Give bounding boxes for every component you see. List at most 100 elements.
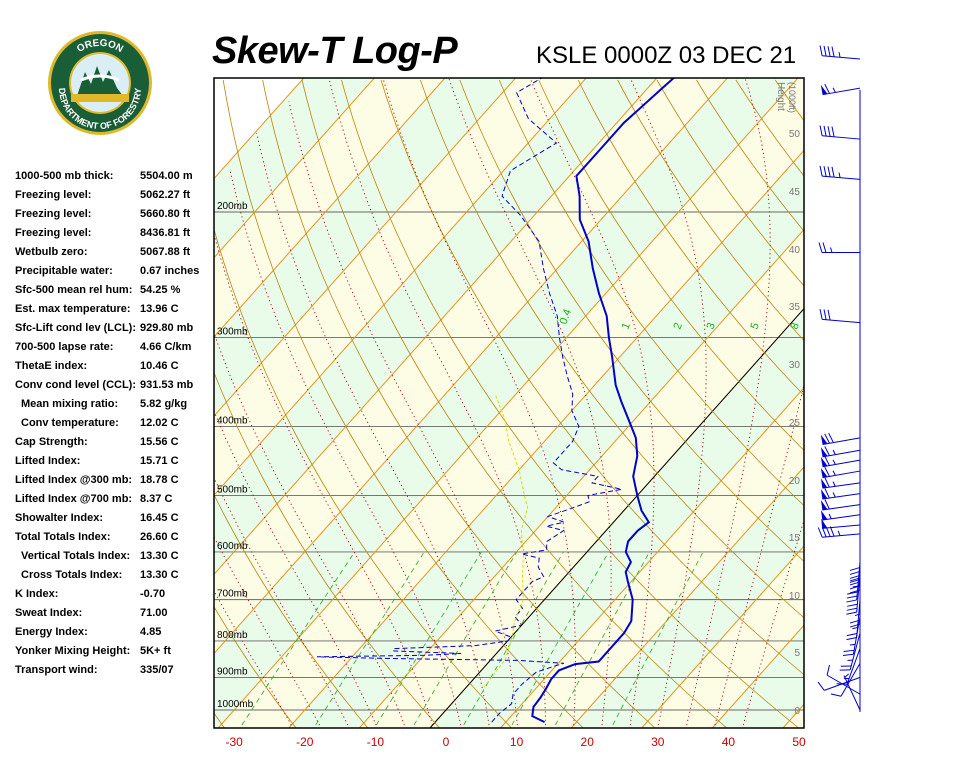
wind-barb-flag <box>819 309 823 320</box>
moist-adiabat-line <box>448 78 612 726</box>
wind-barb-flag <box>827 166 831 177</box>
wind-barb-shaft <box>840 663 861 697</box>
wind-barb <box>819 45 861 60</box>
wind-barb-pennant <box>820 447 828 457</box>
stat-label: Wetbulb zero: <box>15 246 88 258</box>
dry-adiabat-line <box>0 80 152 728</box>
wind-barb-half-flag <box>849 643 856 646</box>
wind-barb <box>820 488 861 500</box>
stat-value: 929.80 mb <box>140 322 194 334</box>
wind-barb-half-flag <box>828 513 832 519</box>
height-tick-label: 20 <box>789 476 801 487</box>
x-tick-label: 30 <box>651 735 665 749</box>
temperature-profile-line <box>531 78 676 723</box>
wind-barb-flag <box>846 607 858 611</box>
wind-barb-flag <box>819 165 823 177</box>
wind-barb-flag <box>824 83 830 94</box>
station-time-subtitle: KSLE 0000Z 03 DEC 21 <box>536 42 797 69</box>
stat-label: Cap Strength: <box>15 436 88 448</box>
mixing-ratio-label: 2 <box>672 321 685 331</box>
height-tick-label: 0 <box>794 706 800 717</box>
dry-adiabat-line <box>538 79 804 451</box>
isotherm-line <box>214 78 728 655</box>
wind-barb-flag <box>821 526 827 538</box>
wind-barb-flag <box>827 309 831 321</box>
stat-value: 931.53 mb <box>140 379 194 391</box>
isotherm-line <box>782 703 804 728</box>
wind-barb <box>820 433 861 445</box>
wind-barb-shaft <box>846 648 861 685</box>
stat-label: Energy Index: <box>15 626 88 638</box>
wind-barb-shaft <box>822 514 861 521</box>
wind-barb-half-flag <box>852 627 858 630</box>
height-tick-label: 40 <box>789 245 801 256</box>
wind-barb-flag <box>829 526 835 537</box>
stat-label: 700-500 lapse rate: <box>15 341 114 353</box>
wind-barb <box>843 673 861 711</box>
wind-barb <box>846 562 861 603</box>
wind-barb-pennant <box>820 489 828 499</box>
pressure-label: 800mb <box>217 630 248 641</box>
pressure-label: 1000mb <box>217 699 254 710</box>
wind-barb-half-flag <box>838 172 841 178</box>
wind-barb-flag <box>846 599 857 603</box>
oregon-forestry-logo: OREGON DEPARTMENT OF FORESTRY <box>47 30 153 136</box>
stat-value: -0.70 <box>140 588 166 600</box>
wind-barb-half-flag <box>852 585 859 588</box>
wind-barb-half-flag <box>837 530 841 536</box>
wind-barb-half-flag <box>832 449 836 455</box>
mixing-ratio-label: 3 <box>705 321 718 331</box>
wind-barb-flag <box>819 125 823 136</box>
stat-value: 54.25 % <box>140 284 181 296</box>
wind-barb-shaft <box>822 524 861 529</box>
wind-barb <box>839 632 861 671</box>
x-tick-label: 0 <box>443 735 450 749</box>
wind-barb-half-flag <box>832 87 836 93</box>
wind-barb-shaft <box>843 675 861 711</box>
pressure-label: 300mb <box>217 326 248 337</box>
wind-barb-flag <box>824 488 830 499</box>
x-tick-label: -30 <box>226 735 244 749</box>
wind-barb-pennant <box>820 456 828 467</box>
mixing-ratio-line <box>511 551 610 726</box>
isotherm-line <box>500 387 804 728</box>
wind-barb-flag <box>846 595 858 599</box>
stat-value: 8436.81 ft <box>140 227 191 239</box>
wind-barb-pennant <box>820 467 828 478</box>
wind-barb-flag <box>823 166 827 177</box>
temperature-band <box>854 78 960 728</box>
wind-barb-flag <box>831 166 835 178</box>
wind-barb-half-flag <box>832 459 836 465</box>
stat-value: 15.56 C <box>140 436 179 448</box>
isotherm-line <box>288 149 804 728</box>
moist-adiabat-line <box>256 133 490 726</box>
height-tick-label: 50 <box>789 129 801 140</box>
wind-barb-shaft <box>822 449 861 458</box>
stat-value: 5504.00 m <box>140 170 193 182</box>
pressure-label: 700mb <box>217 589 248 600</box>
pressure-label: 600mb <box>217 541 248 552</box>
stat-value: 5660.80 ft <box>140 208 191 220</box>
stat-value: 15.71 C <box>140 455 179 467</box>
dry-adiabat-line <box>214 712 225 728</box>
wind-barb-flag <box>827 126 831 137</box>
wind-barb-flag <box>822 242 827 253</box>
stat-value: 13.30 C <box>140 569 179 581</box>
pressure-label: 900mb <box>217 666 248 677</box>
wind-barb-flag <box>846 637 857 641</box>
stat-value: 12.02 C <box>140 417 179 429</box>
pressure-label: 500mb <box>217 485 248 496</box>
moist-adiabat-line <box>382 78 576 726</box>
stat-value: 4.66 C/km <box>140 341 192 353</box>
height-tick-label: 30 <box>789 360 801 371</box>
stat-value: 5067.88 ft <box>140 246 191 258</box>
stat-label: Lifted Index @700 mb: <box>15 493 133 505</box>
wind-barb-shaft <box>822 470 861 479</box>
height-axis-unit: (1000ft) <box>787 82 797 113</box>
wind-barb-shaft <box>822 135 861 140</box>
x-tick-label: 10 <box>510 735 524 749</box>
wind-barb-flag <box>818 242 823 253</box>
wind-barb <box>820 466 861 479</box>
stat-label: Yonker Mixing Height: <box>15 645 131 657</box>
height-tick-label: 15 <box>789 533 801 544</box>
